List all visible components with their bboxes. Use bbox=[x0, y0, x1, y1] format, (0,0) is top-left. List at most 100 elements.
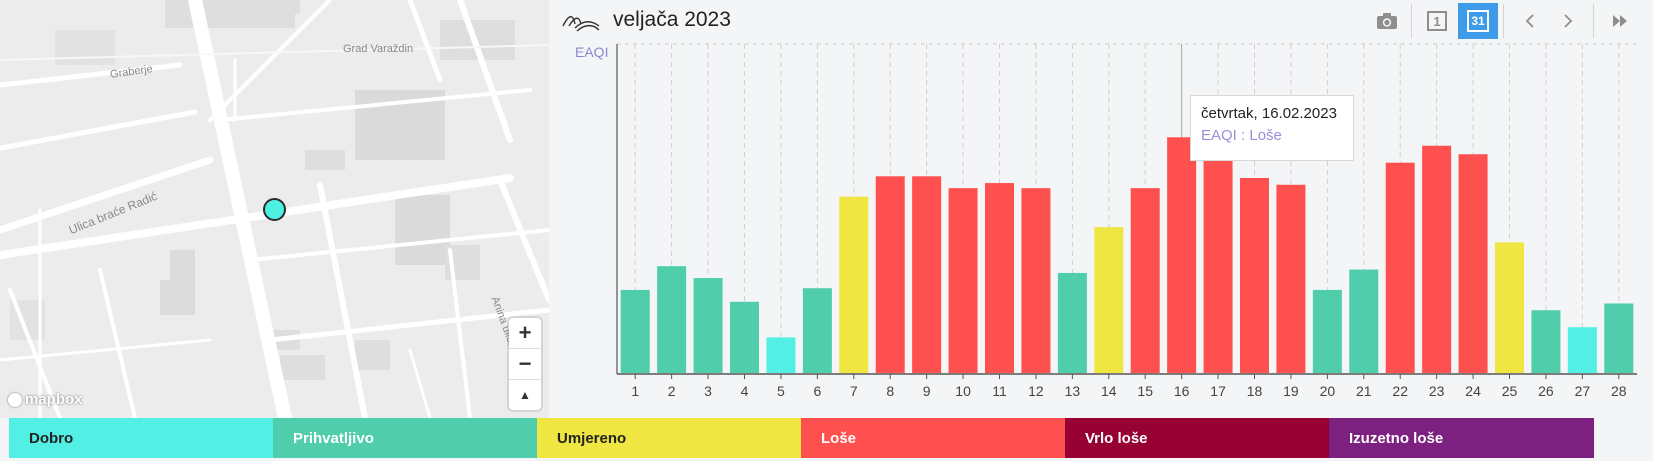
bar[interactable] bbox=[1531, 310, 1561, 373]
x-tick-label: 12 bbox=[1028, 383, 1044, 399]
x-tick-label: 1 bbox=[631, 383, 639, 399]
x-tick-label: 23 bbox=[1429, 383, 1445, 399]
x-tick-label: 4 bbox=[741, 383, 749, 399]
x-tick-label: 13 bbox=[1065, 383, 1081, 399]
x-tick-label: 5 bbox=[777, 383, 785, 399]
bar[interactable] bbox=[693, 278, 723, 373]
x-tick-label: 7 bbox=[850, 383, 858, 399]
bar[interactable] bbox=[1057, 272, 1087, 373]
bar[interactable] bbox=[1349, 269, 1379, 373]
bar[interactable] bbox=[1240, 177, 1269, 373]
legend-item: Vrlo loše bbox=[1065, 418, 1329, 458]
mapbox-attribution[interactable]: mapbox bbox=[8, 391, 83, 408]
zoom-out-button[interactable]: − bbox=[509, 349, 541, 380]
next-button[interactable] bbox=[1549, 3, 1587, 39]
map-zoom-control: + − ▲ bbox=[509, 318, 541, 410]
camera-button[interactable] bbox=[1368, 3, 1406, 39]
x-tick-label: 11 bbox=[992, 383, 1007, 399]
x-tick-label: 10 bbox=[955, 383, 971, 399]
bar[interactable] bbox=[1167, 137, 1197, 373]
bar[interactable] bbox=[1130, 188, 1160, 373]
legend-item: Umjereno bbox=[537, 418, 801, 458]
bar[interactable] bbox=[1312, 289, 1342, 373]
bar[interactable] bbox=[948, 188, 978, 373]
fast-forward-icon bbox=[1613, 15, 1627, 27]
bar[interactable] bbox=[730, 301, 759, 373]
bar[interactable] bbox=[766, 337, 796, 373]
x-tick-label: 25 bbox=[1502, 383, 1518, 399]
legend-label: Vrlo loše bbox=[1085, 429, 1148, 447]
legend-item: Izuzetno loše bbox=[1329, 418, 1594, 458]
chevron-right-icon bbox=[1564, 14, 1573, 28]
x-tick-label: 26 bbox=[1538, 383, 1554, 399]
x-tick-label: 19 bbox=[1283, 383, 1299, 399]
chart-title: veljača 2023 bbox=[613, 8, 731, 31]
x-tick-label: 16 bbox=[1174, 383, 1190, 399]
x-tick-label: 24 bbox=[1465, 383, 1481, 399]
compass-button[interactable]: ▲ bbox=[509, 380, 541, 410]
chart-header: veljača 2023 1 31 bbox=[549, 0, 1653, 42]
bar[interactable] bbox=[1567, 327, 1597, 373]
x-tick-label: 21 bbox=[1356, 383, 1372, 399]
bar[interactable] bbox=[1422, 145, 1452, 373]
day-view-button[interactable]: 1 bbox=[1418, 3, 1456, 39]
x-tick-label: 28 bbox=[1611, 383, 1627, 399]
bar[interactable] bbox=[1495, 242, 1524, 373]
wave-logo-icon bbox=[562, 16, 600, 32]
chart-tooltip: četvrtak, 16.02.2023 EAQI : Loše bbox=[1190, 95, 1354, 161]
legend-item: Prihvatljivo bbox=[273, 418, 537, 458]
bar[interactable] bbox=[912, 176, 942, 373]
bar[interactable] bbox=[875, 176, 905, 373]
previous-button[interactable] bbox=[1511, 3, 1549, 39]
bar[interactable] bbox=[620, 289, 650, 373]
x-tick-label: 17 bbox=[1210, 383, 1226, 399]
fast-forward-button[interactable] bbox=[1601, 3, 1639, 39]
legend-label: Prihvatljivo bbox=[293, 429, 374, 447]
legend-label: Umjereno bbox=[557, 429, 627, 447]
legend-item: Dobro bbox=[9, 418, 273, 458]
day-view-icon: 1 bbox=[1427, 11, 1447, 31]
bar[interactable] bbox=[985, 183, 1014, 373]
bar[interactable] bbox=[1094, 227, 1124, 373]
map-panel[interactable]: Grad Varaždin Graberje Ulica braće Radić… bbox=[0, 0, 549, 418]
tooltip-value: EAQI : Loše bbox=[1201, 127, 1282, 144]
bar[interactable] bbox=[839, 196, 869, 373]
chart-plot[interactable]: 1 2 3 4 5 6 7 8 9 10 11 12 13 14 15 16 17 18 19 20 21 22 23 24 2… bbox=[549, 42, 1653, 412]
x-tick-label: 20 bbox=[1320, 383, 1336, 399]
x-tick-label: 27 bbox=[1575, 383, 1591, 399]
x-tick-label: 6 bbox=[813, 383, 821, 399]
station-marker[interactable] bbox=[263, 198, 286, 221]
tooltip-date: četvrtak, 16.02.2023 bbox=[1201, 105, 1337, 122]
legend-label: Izuzetno loše bbox=[1349, 429, 1444, 447]
eaqi-bar-chart: EAQI 1 2 3 4 5 6 7 8 9 10 11 12 13 14 15 16 17 18 19 20 21 22… bbox=[549, 42, 1653, 412]
mapbox-label: mapbox bbox=[25, 391, 83, 408]
mapbox-logo-icon bbox=[8, 392, 22, 407]
x-tick-label: 3 bbox=[704, 383, 712, 399]
x-tick-label: 15 bbox=[1137, 383, 1153, 399]
bar[interactable] bbox=[1385, 162, 1415, 373]
x-tick-label: 14 bbox=[1101, 383, 1117, 399]
compass-icon: ▲ bbox=[519, 388, 531, 402]
legend-label: Loše bbox=[821, 429, 857, 447]
zoom-in-button[interactable]: + bbox=[509, 318, 541, 349]
y-axis-label: EAQI bbox=[575, 44, 609, 60]
x-tick-label: 2 bbox=[668, 383, 676, 399]
bar[interactable] bbox=[1276, 184, 1306, 373]
legend: Dobro Prihvatljivo Umjereno Loše Vrlo loše Iz… bbox=[9, 418, 1594, 458]
month-view-button[interactable]: 31 bbox=[1458, 3, 1498, 39]
legend-label: Dobro bbox=[29, 429, 74, 447]
bar[interactable] bbox=[1604, 303, 1634, 373]
bar[interactable] bbox=[1021, 188, 1051, 373]
bar[interactable] bbox=[802, 288, 832, 373]
bar[interactable] bbox=[657, 266, 687, 373]
x-tick-label: 8 bbox=[886, 383, 894, 399]
bar[interactable] bbox=[1203, 155, 1233, 373]
x-tick-label: 22 bbox=[1392, 383, 1408, 399]
map-label-city: Grad Varaždin bbox=[343, 43, 414, 55]
x-tick-label: 9 bbox=[923, 383, 931, 399]
bar[interactable] bbox=[1458, 154, 1488, 373]
map-canvas[interactable] bbox=[0, 0, 549, 418]
camera-icon bbox=[1377, 13, 1397, 29]
chevron-left-icon bbox=[1525, 14, 1534, 28]
month-view-icon: 31 bbox=[1467, 10, 1489, 32]
